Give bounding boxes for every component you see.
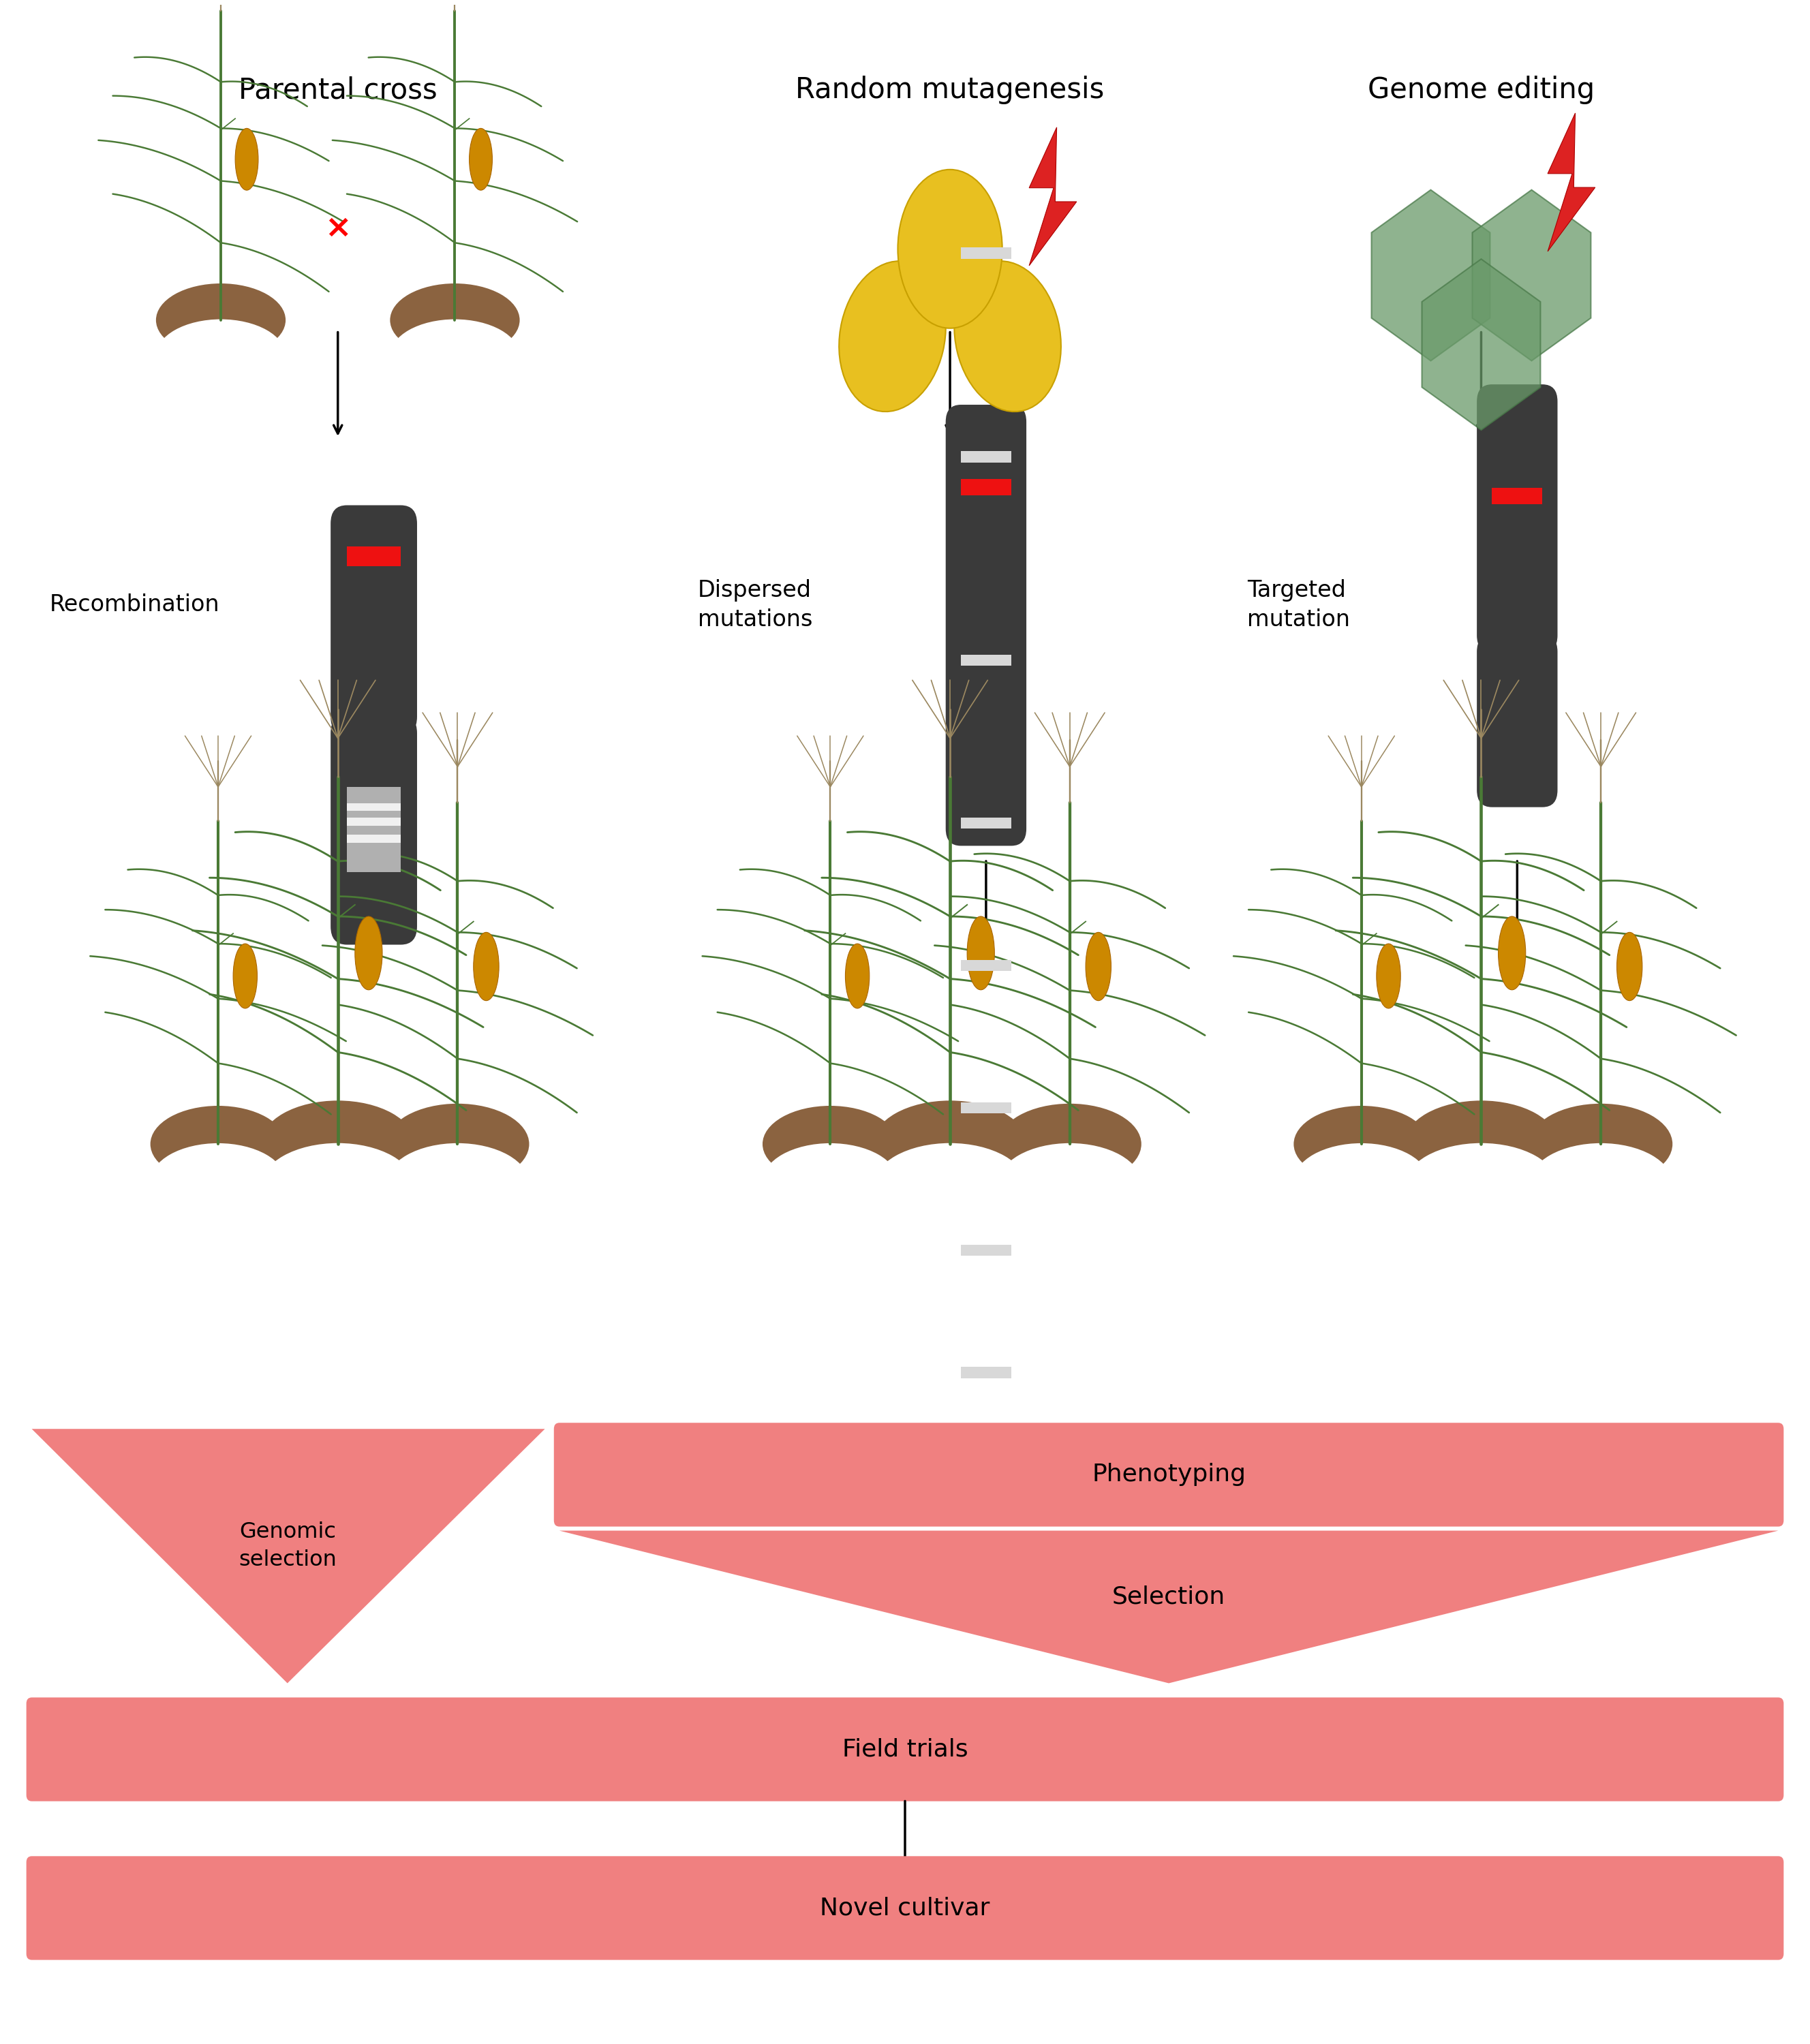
Ellipse shape bbox=[261, 1143, 414, 1230]
Ellipse shape bbox=[389, 284, 519, 358]
Text: Phenotyping: Phenotyping bbox=[1091, 1464, 1245, 1486]
Text: Random mutagenesis: Random mutagenesis bbox=[796, 76, 1104, 104]
Ellipse shape bbox=[1294, 1106, 1430, 1181]
Text: Genomic
selection: Genomic selection bbox=[239, 1521, 337, 1570]
Ellipse shape bbox=[156, 319, 286, 392]
Ellipse shape bbox=[762, 1106, 898, 1181]
Ellipse shape bbox=[872, 1100, 1026, 1188]
Ellipse shape bbox=[389, 319, 519, 392]
Ellipse shape bbox=[355, 916, 382, 989]
Ellipse shape bbox=[1376, 944, 1401, 1008]
Ellipse shape bbox=[845, 944, 869, 1008]
Ellipse shape bbox=[1086, 932, 1111, 1002]
Ellipse shape bbox=[1405, 1143, 1558, 1230]
Polygon shape bbox=[1472, 190, 1591, 362]
Text: Parental cross: Parental cross bbox=[239, 76, 438, 104]
Ellipse shape bbox=[1499, 916, 1526, 989]
Bar bbox=[348, 546, 400, 566]
Ellipse shape bbox=[150, 1143, 286, 1220]
Text: ×: × bbox=[324, 213, 351, 243]
Polygon shape bbox=[1372, 190, 1490, 362]
Text: Selection: Selection bbox=[1111, 1586, 1225, 1609]
Ellipse shape bbox=[1529, 1143, 1672, 1224]
Ellipse shape bbox=[840, 262, 947, 411]
Polygon shape bbox=[1030, 127, 1077, 266]
Text: Field trials: Field trials bbox=[842, 1737, 968, 1762]
Text: Novel cultivar: Novel cultivar bbox=[820, 1897, 990, 1919]
Bar bbox=[961, 1245, 1012, 1255]
Bar bbox=[348, 803, 400, 811]
Ellipse shape bbox=[233, 944, 257, 1008]
Bar bbox=[348, 834, 400, 842]
Ellipse shape bbox=[1294, 1143, 1430, 1220]
Bar bbox=[961, 247, 1012, 260]
Bar bbox=[961, 818, 1012, 828]
Ellipse shape bbox=[1405, 1100, 1558, 1188]
Ellipse shape bbox=[235, 129, 259, 190]
FancyBboxPatch shape bbox=[331, 505, 416, 736]
Bar bbox=[961, 478, 1012, 495]
FancyBboxPatch shape bbox=[27, 1856, 1783, 1960]
Ellipse shape bbox=[872, 1143, 1026, 1230]
Ellipse shape bbox=[1529, 1104, 1672, 1186]
Ellipse shape bbox=[150, 1106, 286, 1181]
Ellipse shape bbox=[967, 916, 994, 989]
Text: Genome editing: Genome editing bbox=[1368, 76, 1595, 104]
Bar bbox=[348, 818, 400, 826]
FancyBboxPatch shape bbox=[348, 787, 400, 873]
Ellipse shape bbox=[898, 170, 1003, 329]
Ellipse shape bbox=[762, 1143, 898, 1220]
FancyBboxPatch shape bbox=[945, 405, 1026, 846]
Text: Recombination: Recombination bbox=[49, 593, 219, 615]
Ellipse shape bbox=[997, 1104, 1142, 1186]
Polygon shape bbox=[1548, 112, 1595, 251]
Bar bbox=[961, 961, 1012, 971]
FancyBboxPatch shape bbox=[1477, 384, 1558, 652]
Bar bbox=[961, 452, 1012, 462]
Ellipse shape bbox=[474, 932, 500, 1002]
Bar bbox=[961, 1102, 1012, 1114]
FancyBboxPatch shape bbox=[1477, 634, 1558, 807]
Ellipse shape bbox=[954, 262, 1061, 411]
Ellipse shape bbox=[997, 1143, 1142, 1224]
FancyBboxPatch shape bbox=[554, 1423, 1783, 1527]
Ellipse shape bbox=[386, 1143, 529, 1224]
Ellipse shape bbox=[469, 129, 492, 190]
Polygon shape bbox=[33, 1429, 545, 1682]
Text: Dispersed
mutations: Dispersed mutations bbox=[699, 578, 813, 632]
Ellipse shape bbox=[261, 1100, 414, 1188]
Ellipse shape bbox=[1616, 932, 1642, 1002]
Bar bbox=[961, 1367, 1012, 1378]
Bar bbox=[961, 654, 1012, 666]
Text: Targeted
mutation: Targeted mutation bbox=[1247, 578, 1350, 632]
Polygon shape bbox=[1423, 260, 1540, 429]
FancyBboxPatch shape bbox=[331, 715, 416, 944]
Ellipse shape bbox=[386, 1104, 529, 1186]
Polygon shape bbox=[559, 1531, 1777, 1682]
Bar bbox=[1491, 489, 1542, 505]
FancyBboxPatch shape bbox=[27, 1697, 1783, 1801]
Ellipse shape bbox=[156, 284, 286, 358]
